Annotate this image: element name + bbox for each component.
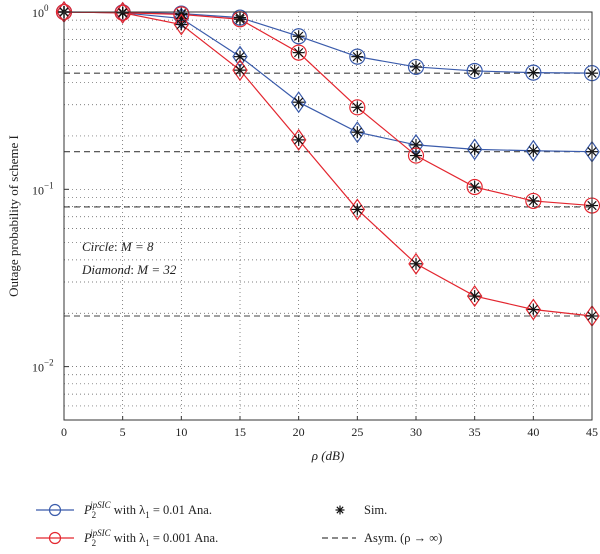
sim-point-asterisk	[175, 18, 188, 31]
x-tick-label: 10	[175, 425, 187, 439]
series-line-blue-diamond	[63, 11, 593, 153]
x-tick-label: 30	[410, 425, 422, 439]
sim-point-asterisk	[468, 181, 481, 194]
legend-entry-blue: P2ipSIC with λ1 = 0.01 Ana.	[36, 500, 212, 520]
sim-point-asterisk	[234, 64, 246, 77]
data-point-diamond-blue	[290, 91, 307, 114]
data-point-circle-red	[525, 192, 542, 210]
sim-point-asterisk	[527, 194, 540, 207]
data-point-circle-blue	[466, 62, 483, 80]
legend-entry-sim: Sim.	[335, 503, 387, 517]
legend: P2ipSIC with λ1 = 0.01 Ana. P2ipSIC with…	[36, 500, 442, 548]
data-point-diamond-red	[466, 285, 483, 308]
series-markers	[55, 0, 600, 328]
grid	[64, 12, 592, 420]
data-point-diamond-blue	[349, 121, 366, 144]
series-line-red-diamond	[63, 11, 593, 317]
y-axis-label: Outage probability of scheme I	[6, 135, 21, 297]
sim-point-asterisk	[292, 133, 305, 146]
data-point-circle-blue	[525, 64, 542, 81]
data-point-diamond-red	[525, 298, 542, 321]
sim-point-asterisk	[527, 144, 540, 157]
series-line-red-circle	[63, 11, 593, 207]
data-point-diamond-red	[349, 198, 366, 221]
x-tick-label: 5	[120, 425, 126, 439]
data-point-diamond-blue	[466, 138, 483, 161]
sim-point-asterisk	[410, 138, 422, 151]
sim-point-asterisk	[292, 30, 305, 43]
asymptote-lines	[64, 72, 592, 317]
data-point-circle-blue	[290, 28, 307, 45]
marker-annotation: Circle: M = 8 Diamond: M = 32	[81, 239, 177, 277]
sim-point-asterisk	[351, 203, 364, 216]
legend-asym-label: Asym. (ρ → ∞)	[364, 531, 442, 545]
x-tick-label: 0	[61, 425, 67, 439]
legend-blue-label: P2ipSIC with λ1 = 0.01 Ana.	[83, 500, 212, 520]
sim-point-asterisk	[527, 66, 540, 79]
sim-point-asterisk	[410, 60, 422, 73]
legend-entry-red: P2ipSIC with λ1 = 0.001 Ana.	[36, 528, 218, 548]
plot-frame	[63, 11, 593, 421]
sim-point-asterisk	[116, 6, 129, 19]
data-point-diamond-red	[290, 128, 307, 151]
annotation-diamond: Diamond: M = 32	[81, 262, 177, 277]
data-point-circle-red	[466, 178, 483, 196]
y-ticks: 100 10−1 10−2	[32, 3, 69, 375]
data-point-circle-red	[290, 44, 307, 61]
sim-point-asterisk	[468, 64, 481, 77]
x-ticks: 0 5 10 15 20 25 30 35 40 45	[61, 416, 598, 439]
sim-point-asterisk	[410, 149, 422, 162]
data-point-diamond-red	[114, 1, 131, 24]
x-tick-label: 25	[351, 425, 363, 439]
sim-point-asterisk	[351, 50, 364, 63]
legend-asterisk-icon	[335, 505, 345, 515]
data-point-circle-red	[407, 147, 425, 164]
x-tick-label: 35	[469, 425, 481, 439]
annotation-circle: Circle: M = 8	[82, 239, 154, 254]
sim-point-asterisk	[468, 290, 481, 303]
sim-point-asterisk	[527, 303, 540, 316]
data-point-diamond-blue	[525, 139, 542, 162]
x-tick-label: 40	[527, 425, 539, 439]
series-line-blue-circle	[63, 11, 593, 74]
y-tick-label: 10−2	[32, 358, 54, 375]
data-point-circle-red	[349, 99, 366, 116]
y-tick-label: 100	[32, 3, 49, 20]
sim-point-asterisk	[468, 143, 481, 156]
x-tick-label: 45	[586, 425, 598, 439]
sim-point-asterisk	[410, 257, 422, 270]
x-axis-label: ρ (dB)	[311, 448, 345, 463]
legend-entry-asym: Asym. (ρ → ∞)	[322, 531, 442, 545]
legend-red-circle-icon	[48, 531, 62, 545]
data-point-circle-blue	[407, 58, 425, 76]
data-point-diamond-red	[232, 59, 248, 82]
series-lines	[63, 11, 593, 317]
data-point-diamond-red	[173, 13, 190, 36]
data-point-circle-blue	[349, 48, 366, 65]
x-tick-label: 15	[234, 425, 246, 439]
sim-point-asterisk	[351, 101, 364, 114]
x-tick-label: 20	[293, 425, 305, 439]
legend-asterisk-stroke	[335, 505, 345, 515]
y-tick-label: 10−1	[32, 180, 54, 197]
sim-point-asterisk	[234, 13, 246, 26]
sim-point-asterisk	[292, 96, 305, 109]
sim-point-asterisk	[351, 126, 364, 139]
sim-point-asterisk	[292, 46, 305, 59]
legend-blue-circle-icon	[48, 503, 62, 517]
data-point-diamond-red	[408, 252, 424, 275]
legend-red-label: P2ipSIC with λ1 = 0.001 Ana.	[83, 528, 218, 548]
legend-sim-label: Sim.	[364, 503, 387, 517]
